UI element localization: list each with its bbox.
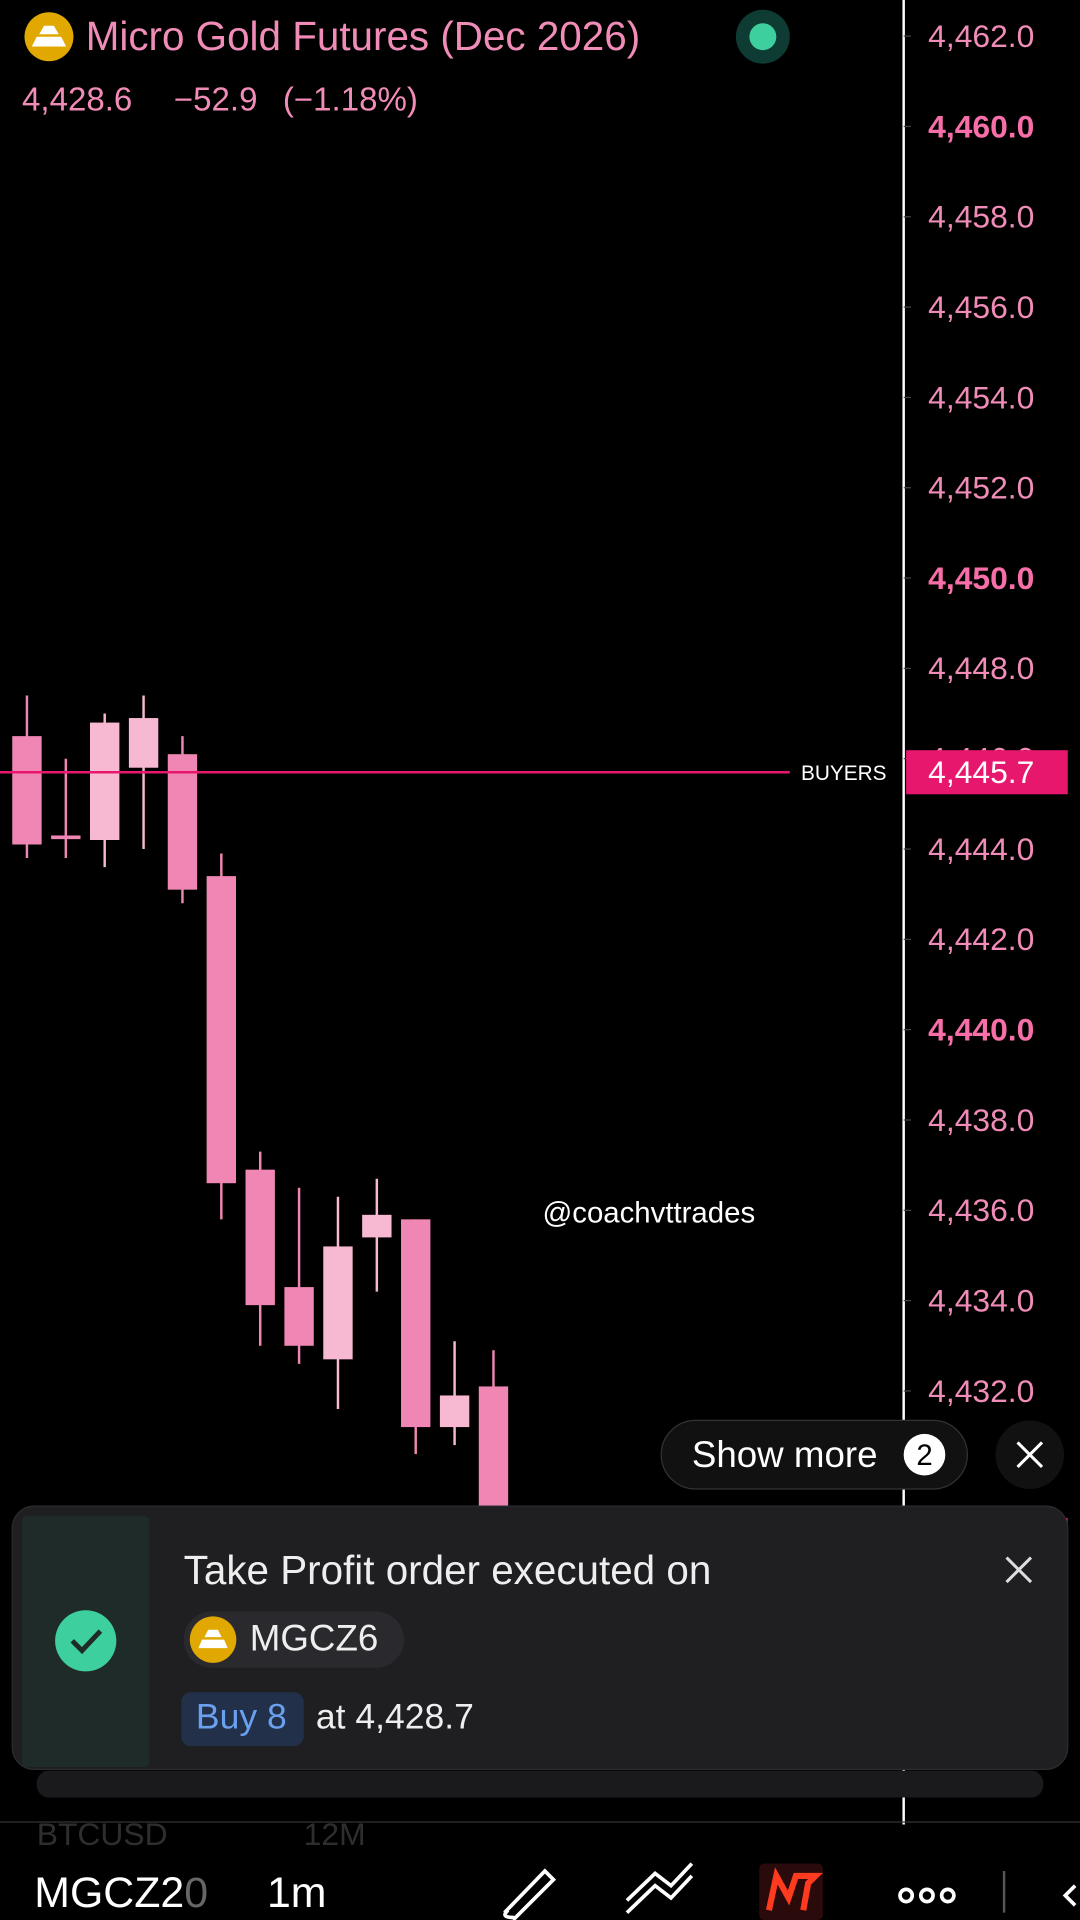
side-badge: [181, 1692, 304, 1747]
price-tag-label: 4,445.7: [928, 754, 1034, 790]
y-tick-label: 4,454.0: [928, 379, 1034, 415]
candle-body: [167, 754, 198, 890]
toast-stack: [36, 1770, 1044, 1798]
candle-body: [245, 1169, 275, 1306]
count-badge: [903, 1433, 946, 1476]
y-tick-label: 4,460.0: [928, 108, 1034, 144]
symbol[interactable]: MGCZ20: [34, 1869, 208, 1917]
level-name: BUYERS: [801, 762, 887, 785]
y-tick-label: 4,444.0: [928, 831, 1034, 867]
indicators[interactable]: [625, 1862, 694, 1914]
gold-bars: [198, 1629, 228, 1649]
change-pct: (−1.18%): [283, 81, 418, 118]
prev-interval: 12M: [304, 1816, 366, 1852]
y-tick-label: 4,452.0: [928, 470, 1034, 506]
more[interactable]: [898, 1887, 956, 1904]
collapse[interactable]: [1062, 1884, 1077, 1907]
y-tick-label: 4,458.0: [928, 199, 1034, 235]
y-tick-label: 4,432.0: [928, 1373, 1034, 1409]
candle-body: [323, 1246, 353, 1360]
draw-tool[interactable]: [503, 1868, 557, 1920]
last-price: 4,428.6: [22, 81, 132, 118]
title: Micro Gold Futures (Dec 2026): [86, 13, 640, 59]
interval[interactable]: 1m: [267, 1869, 327, 1917]
watermark: @coachvttrades: [542, 1196, 755, 1229]
candle-body: [362, 1214, 392, 1238]
candle-body: [90, 722, 120, 840]
toast-title: Take Profit order executed on: [184, 1547, 712, 1593]
price-axis: 4,432.0 4,434.0 4,436.0 4,438.0 4,440.0 4,442…: [903, 18, 1034, 1409]
toast: [11, 1505, 1069, 1770]
show-more[interactable]: [660, 1419, 968, 1490]
price-tag: [906, 750, 1068, 795]
candle-body: [439, 1395, 470, 1428]
status-dot: [749, 23, 777, 51]
candle-body: [284, 1287, 314, 1346]
fade: [183, 1861, 233, 1920]
y-tick-label: 4,448.0: [928, 650, 1034, 686]
check: [70, 1629, 103, 1655]
chart-area: BUYERS: [0, 695, 887, 1545]
candle-body: [12, 736, 42, 845]
y-tick-label: 4,440.0: [928, 1012, 1034, 1048]
y-tick-label: 4,456.0: [928, 289, 1034, 325]
change: −52.9: [174, 81, 258, 118]
fill-price: at 4,428.7: [316, 1697, 474, 1737]
success-icon: [55, 1610, 117, 1672]
prev-symbol: BTCUSD: [37, 1816, 168, 1852]
gold-bars: [31, 25, 67, 47]
y-tick-label: 4,434.0: [928, 1282, 1034, 1318]
y-tick-label: 4,442.0: [928, 921, 1034, 957]
toast-close[interactable]: [1005, 1556, 1033, 1584]
candle-body: [51, 835, 81, 840]
candle-body: [128, 718, 159, 768]
y-tick-label: 4,450.0: [928, 560, 1034, 596]
close-icon: [1016, 1441, 1044, 1469]
show-more-label: Show more: [692, 1434, 878, 1475]
nt-logo: [765, 1867, 823, 1911]
y-tick-label: 4,462.0: [928, 18, 1034, 54]
candle-body: [206, 876, 237, 1184]
side: Buy 8: [196, 1697, 287, 1737]
toast-symbol: MGCZ6: [250, 1618, 379, 1659]
candle-body: [401, 1219, 431, 1428]
symbol-pill[interactable]: [183, 1611, 405, 1668]
y-tick-label: 4,436.0: [928, 1192, 1034, 1228]
count: 2: [916, 1439, 932, 1472]
y-tick-label: 4,438.0: [928, 1102, 1034, 1138]
